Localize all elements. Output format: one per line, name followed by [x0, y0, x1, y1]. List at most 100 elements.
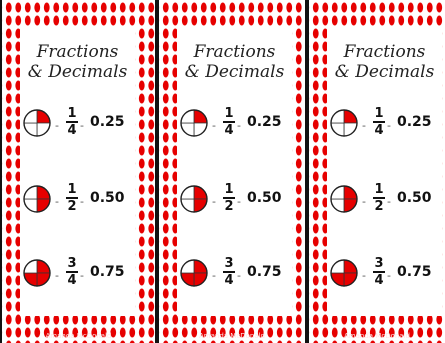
numerator: 1 [67, 106, 77, 121]
bookmark-card-1: Fractions & Decimals - 1 4 - 0.25 - 1 [0, 0, 157, 343]
numerator: 3 [67, 256, 77, 271]
fraction-row: - 1 2 - 0.50 [177, 182, 292, 218]
pie-fraction-icon [330, 109, 358, 137]
fraction-row: - 1 4 - 0.25 [177, 106, 292, 142]
dash: - [212, 269, 216, 282]
pie-fraction-icon [23, 185, 51, 213]
card-title: Fractions & Decimals [177, 42, 292, 82]
title-line-1: Fractions [193, 42, 276, 62]
denominator: 2 [224, 199, 234, 214]
title-line-1: Fractions [36, 42, 119, 62]
title-line-2: & Decimals [334, 62, 435, 82]
fraction-bar [223, 271, 235, 273]
denominator: 4 [374, 273, 384, 288]
pie-fraction-icon [330, 259, 358, 287]
author-credit: Amanda McDonald [199, 332, 265, 340]
author-credit: Amanda McDonald [344, 332, 410, 340]
pie-fraction-icon [23, 109, 51, 137]
decimal-value: 0.25 [397, 114, 432, 130]
dash: - [362, 119, 366, 132]
decimal-value: 0.75 [90, 264, 125, 280]
dash: - [237, 195, 241, 208]
denominator: 4 [224, 273, 234, 288]
fraction-row: - 3 4 - 0.75 [177, 256, 292, 292]
denominator: 4 [67, 123, 77, 138]
title-line-1: Fractions [343, 42, 426, 62]
fraction-bar [66, 121, 78, 123]
fraction: 1 4 [371, 106, 387, 138]
decimal-value: 0.50 [397, 190, 432, 206]
decimal-value: 0.75 [397, 264, 432, 280]
decimal-value: 0.25 [247, 114, 282, 130]
numerator: 1 [224, 106, 234, 121]
fraction-bar [66, 271, 78, 273]
pie-outline [180, 185, 208, 213]
dash: - [237, 119, 241, 132]
bookmark-card-3: Fractions & Decimals - 1 4 - 0.25 - 1 [307, 0, 445, 343]
fraction-bar [66, 197, 78, 199]
numerator: 1 [374, 106, 384, 121]
fraction: 3 4 [371, 256, 387, 288]
pie-fraction-icon [180, 185, 208, 213]
numerator: 1 [67, 182, 77, 197]
card-title: Fractions & Decimals [327, 42, 442, 82]
fraction: 3 4 [221, 256, 237, 288]
fraction-bar [373, 121, 385, 123]
pie-outline [330, 185, 358, 213]
fraction-row: - 1 4 - 0.25 [327, 106, 442, 142]
fraction-row: - 1 2 - 0.50 [327, 182, 442, 218]
bookmark-card-2: Fractions & Decimals - 1 4 - 0.25 - 1 [157, 0, 307, 343]
fraction-bar [373, 197, 385, 199]
pie-fraction-icon [180, 259, 208, 287]
pie-fraction-icon [180, 109, 208, 137]
fraction-row: - 3 4 - 0.75 [20, 256, 135, 292]
fraction-bar [223, 197, 235, 199]
pie-outline [330, 109, 358, 137]
fraction: 1 2 [221, 182, 237, 214]
fraction-row: - 1 2 - 0.50 [20, 182, 135, 218]
numerator: 3 [224, 256, 234, 271]
pie-fraction-icon [330, 185, 358, 213]
card-panel: Fractions & Decimals - 1 4 - 0.25 - 1 [327, 28, 442, 316]
pie-outline [180, 109, 208, 137]
pie-outline [23, 109, 51, 137]
fraction: 1 4 [221, 106, 237, 138]
denominator: 4 [224, 123, 234, 138]
fraction-row: - 1 4 - 0.25 [20, 106, 135, 142]
denominator: 2 [67, 199, 77, 214]
title-line-2: & Decimals [184, 62, 285, 82]
numerator: 1 [224, 182, 234, 197]
dash: - [80, 119, 84, 132]
numerator: 1 [374, 182, 384, 197]
decimal-value: 0.25 [90, 114, 125, 130]
pie-outline [330, 259, 358, 287]
fraction: 1 2 [371, 182, 387, 214]
dash: - [55, 269, 59, 282]
dash: - [55, 195, 59, 208]
title-line-2: & Decimals [27, 62, 128, 82]
pie-outline [23, 259, 51, 287]
fraction-bar [373, 271, 385, 273]
dash: - [237, 269, 241, 282]
dash: - [55, 119, 59, 132]
dash: - [80, 269, 84, 282]
dash: - [362, 195, 366, 208]
card-panel: Fractions & Decimals - 1 4 - 0.25 - 1 [20, 28, 135, 316]
dash: - [387, 195, 391, 208]
card-panel: Fractions & Decimals - 1 4 - 0.25 - 1 [177, 28, 292, 316]
decimal-value: 0.75 [247, 264, 282, 280]
author-credit: Amanda McDonald [45, 332, 112, 340]
denominator: 2 [374, 199, 384, 214]
dash: - [212, 119, 216, 132]
dash: - [387, 269, 391, 282]
card-title: Fractions & Decimals [20, 42, 135, 82]
denominator: 4 [374, 123, 384, 138]
dash: - [212, 195, 216, 208]
pie-outline [23, 185, 51, 213]
decimal-value: 0.50 [247, 190, 282, 206]
pie-outline [180, 259, 208, 287]
dash: - [387, 119, 391, 132]
fraction: 1 2 [64, 182, 80, 214]
fraction: 3 4 [64, 256, 80, 288]
